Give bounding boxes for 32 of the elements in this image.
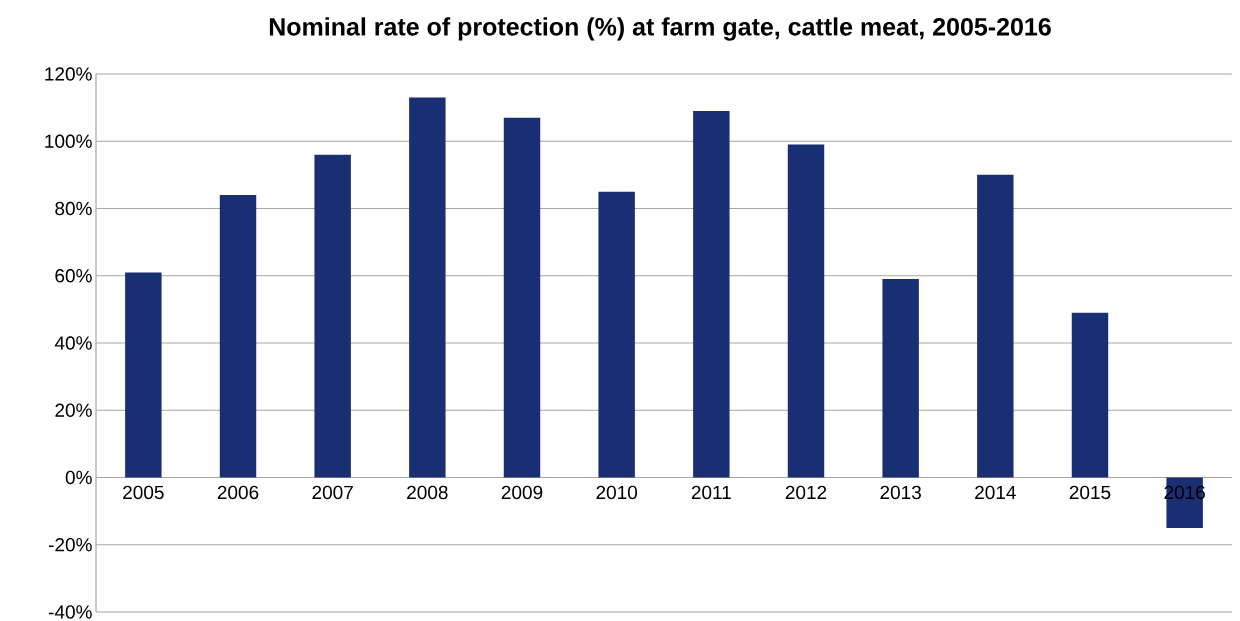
x-tick-label: 2011 [691,485,731,500]
bar [219,195,257,478]
bar [693,110,730,478]
bar [598,191,635,478]
x-tick-label: 2006 [217,485,259,500]
y-tick-label: 20% [55,403,92,417]
x-tick-label: 2013 [880,485,921,500]
x-tick-label: 2009 [501,485,543,500]
x-tick-label: 2008 [407,485,448,500]
y-tick-label: 80% [55,201,92,216]
y-tick-label: 0% [65,470,92,485]
chart-title: Nominal rate of protection (%) at farm gate, cattle meat, 2005-2016 [269,17,1051,41]
x-tick-label: 2010 [596,485,638,500]
bar [882,279,919,478]
y-tick-label: 120% [45,67,92,81]
bar [314,154,351,478]
y-tick-label: -40% [48,605,92,619]
x-tick-label: 2015 [1069,485,1111,500]
y-tick-label: 40% [54,336,92,350]
y-tick-label: -20% [48,538,92,552]
x-tick-label: 2014 [975,485,1016,500]
bar [409,97,446,478]
x-tick-label: 2005 [123,485,164,500]
bar [977,174,1014,478]
bar [1071,312,1109,478]
x-tick-label: 2007 [312,485,353,500]
bar [503,117,541,478]
bar [125,272,162,478]
x-tick-label: 2012 [785,485,827,500]
y-tick-label: 100% [45,134,92,148]
bar [787,144,825,478]
y-tick-label: 60% [55,269,92,283]
